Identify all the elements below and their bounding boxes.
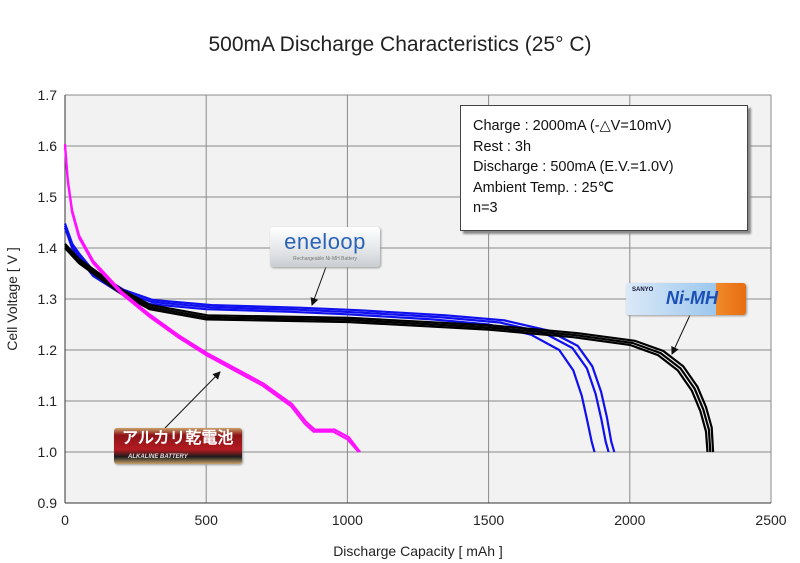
y-tick-label: 1.3 — [38, 291, 58, 307]
x-tick-label: 500 — [195, 512, 219, 528]
sanyo-type: Ni-MH — [666, 288, 718, 308]
eneloop-battery-image: eneloop Rechargeable Ni-MH Battery — [270, 227, 380, 267]
y-tick-label: 1.1 — [38, 393, 58, 409]
eneloop-logo: eneloop — [284, 229, 366, 254]
y-tick-label: 1.4 — [38, 240, 58, 256]
info-box: Charge : 2000mA (-△V=10mV) Rest : 3h Dis… — [460, 105, 748, 231]
sanyo-battery-image: SANYO Ni-MH — [626, 283, 746, 315]
info-line: Ambient Temp. : 25℃ — [473, 179, 614, 196]
y-tick-label: 1.6 — [38, 138, 58, 154]
eneloop-subtitle: Rechargeable Ni-MH Battery — [293, 256, 357, 262]
info-line: Discharge : 500mA (E.V.=1.0V) — [473, 159, 674, 175]
info-line: Rest : 3h — [473, 138, 532, 155]
annotation-arrow — [310, 266, 327, 306]
x-tick-label: 1500 — [473, 512, 504, 528]
alkaline-jp-label: アルカリ乾電池 — [122, 430, 234, 447]
series-line-sanyo — [64, 247, 709, 453]
y-tick-label: 1.2 — [38, 342, 58, 358]
x-tick-label: 2500 — [755, 512, 786, 528]
info-line: Charge : 2000mA (-△V=10mV) — [473, 118, 672, 134]
y-axis-label: Cell Voltage [ V ] — [4, 247, 20, 351]
x-tick-label: 1000 — [332, 512, 363, 528]
annotation-arrow — [671, 314, 691, 355]
x-axis-label: Discharge Capacity [ mAh ] — [333, 543, 503, 559]
series-line-sanyo — [64, 245, 712, 453]
annotation-arrow — [164, 371, 221, 429]
info-line: n=3 — [473, 200, 498, 216]
y-tick-label: 0.9 — [38, 495, 58, 511]
y-tick-label: 1.7 — [38, 87, 58, 103]
sanyo-brand: SANYO — [632, 287, 654, 293]
series-line-alkaline — [63, 143, 361, 453]
y-tick-label: 1.0 — [38, 444, 58, 460]
y-tick-label: 1.5 — [38, 189, 58, 205]
alkaline-en-label: ALKALINE BATTERY — [128, 454, 188, 460]
alkaline-battery-image: アルカリ乾電池 ALKALINE BATTERY — [114, 428, 242, 464]
x-tick-label: 0 — [61, 512, 69, 528]
chart-title: 500mA Discharge Characteristics (25° C) — [208, 33, 592, 56]
x-tick-label: 2000 — [614, 512, 645, 528]
